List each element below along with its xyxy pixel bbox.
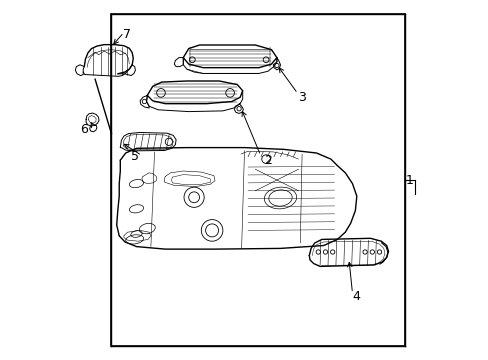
Text: 1: 1 [405,174,412,186]
Text: 5: 5 [130,150,139,163]
Text: 4: 4 [351,291,359,303]
Text: 3: 3 [298,91,305,104]
Text: 7: 7 [123,28,131,41]
Text: 2: 2 [264,154,271,167]
Bar [111,14,404,346]
Text: 6: 6 [80,123,88,136]
